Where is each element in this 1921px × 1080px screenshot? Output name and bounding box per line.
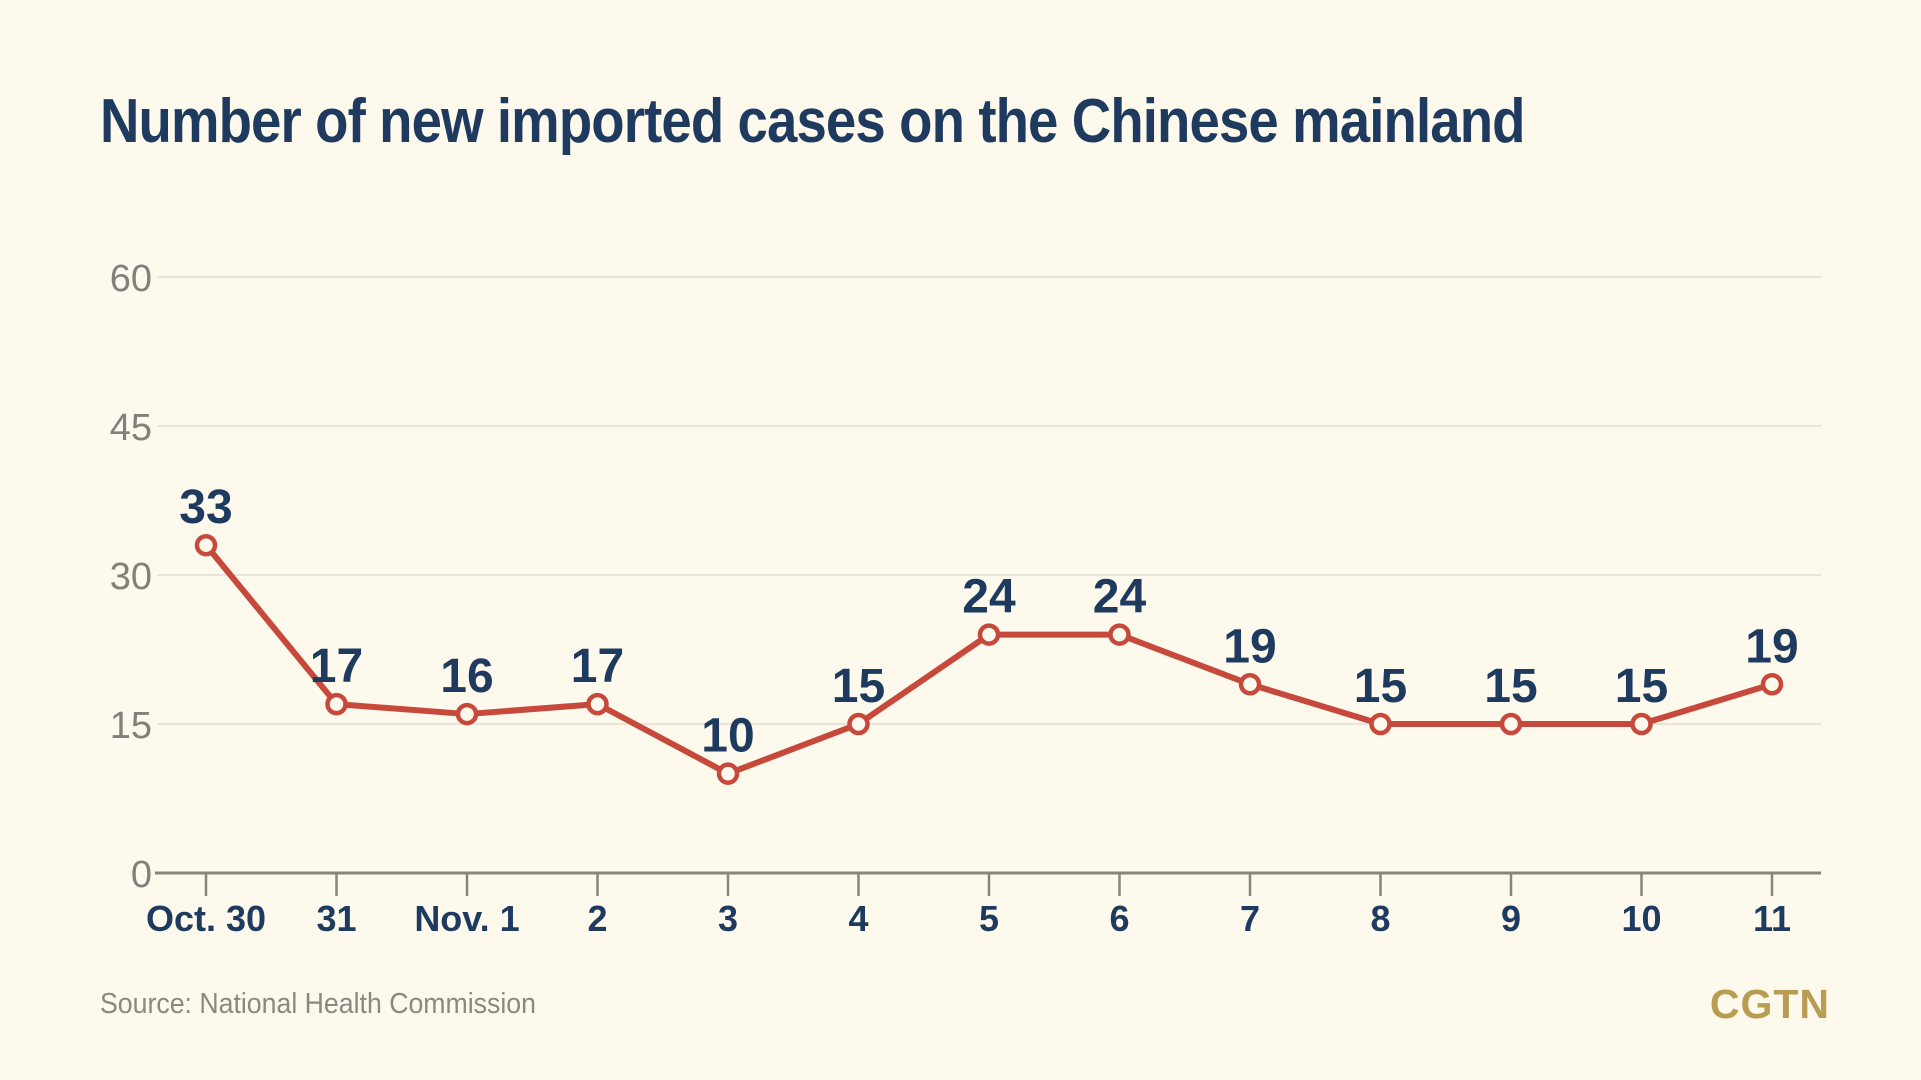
data-point-label: 16 bbox=[440, 650, 493, 703]
data-point-label: 15 bbox=[1615, 660, 1668, 713]
x-axis-label: 11 bbox=[1753, 898, 1791, 939]
y-axis-label: 15 bbox=[110, 705, 152, 747]
y-axis-labels-group: 0 15 30 45 60 bbox=[110, 258, 152, 896]
x-axis-label: 4 bbox=[848, 898, 868, 939]
data-point-marker bbox=[1108, 623, 1131, 646]
data-point-labels-group: 33 17 16 17 10 15 24 24 19 15 15 15 19 bbox=[179, 481, 1798, 762]
y-axis-label: 30 bbox=[110, 556, 152, 598]
gridlines-group bbox=[157, 276, 1821, 725]
data-point-label: 15 bbox=[1484, 660, 1537, 713]
data-point-marker bbox=[1760, 673, 1784, 696]
data-point-marker bbox=[325, 692, 348, 716]
x-axis-label: 10 bbox=[1621, 898, 1661, 939]
x-axis-label: 7 bbox=[1240, 898, 1260, 939]
data-point-marker bbox=[1238, 673, 1262, 696]
x-axis-label: Oct. 30 bbox=[146, 898, 266, 939]
data-point-marker bbox=[1369, 712, 1392, 736]
y-axis-label: 60 bbox=[110, 258, 152, 300]
data-point-label: 24 bbox=[1093, 571, 1147, 624]
x-axis-label: 3 bbox=[718, 898, 738, 939]
data-point-label: 33 bbox=[179, 481, 232, 534]
data-point-label: 19 bbox=[1745, 620, 1798, 673]
data-point-label: 15 bbox=[832, 660, 885, 713]
data-point-label: 17 bbox=[310, 640, 363, 693]
x-axis-labels-group: Oct. 30 31 Nov. 1 2 3 4 5 6 7 8 9 10 11 bbox=[146, 898, 1791, 939]
y-axis-label: 45 bbox=[110, 407, 152, 449]
data-point-marker bbox=[194, 533, 218, 557]
x-axis-group bbox=[155, 871, 1821, 896]
data-point-marker bbox=[716, 762, 740, 785]
data-point-label: 19 bbox=[1223, 620, 1276, 673]
x-axis-label: 2 bbox=[587, 898, 607, 939]
x-axis-label: 5 bbox=[979, 898, 999, 939]
source-note: Source: National Health Commission bbox=[100, 988, 536, 1020]
data-point-marker bbox=[586, 692, 609, 716]
data-point-marker bbox=[977, 623, 1001, 646]
data-point-label: 10 bbox=[701, 710, 754, 763]
data-point-label: 24 bbox=[962, 571, 1016, 624]
data-point-markers-group bbox=[194, 533, 1784, 785]
cgtn-logo: CGTN bbox=[1709, 981, 1830, 1027]
chart-title: Number of new imported cases on the Chin… bbox=[100, 87, 1526, 156]
data-point-label: 17 bbox=[571, 640, 624, 693]
x-axis-label: 9 bbox=[1501, 898, 1521, 939]
data-point-marker bbox=[455, 702, 479, 726]
x-axis-label: 31 bbox=[316, 898, 356, 939]
x-axis-label: 6 bbox=[1109, 898, 1129, 939]
data-point-marker bbox=[847, 712, 870, 736]
data-point-marker bbox=[1630, 712, 1653, 736]
y-axis-label: 0 bbox=[131, 854, 152, 896]
x-axis-label: Nov. 1 bbox=[414, 898, 519, 939]
x-axis-label: 8 bbox=[1370, 898, 1390, 939]
data-point-label: 15 bbox=[1354, 660, 1407, 713]
data-point-marker bbox=[1499, 712, 1523, 736]
